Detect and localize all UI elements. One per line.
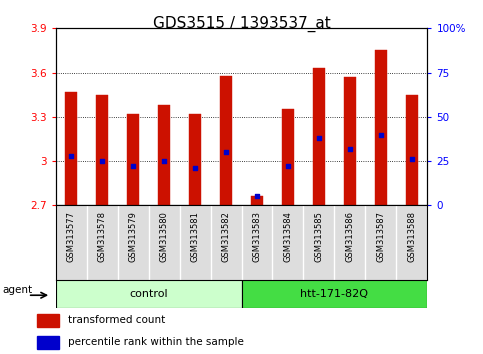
Text: transformed count: transformed count [68,315,165,325]
Point [222,149,230,155]
Text: GSM313584: GSM313584 [284,211,293,262]
Text: GSM313587: GSM313587 [376,211,385,262]
Text: percentile rank within the sample: percentile rank within the sample [68,337,243,348]
Text: GDS3515 / 1393537_at: GDS3515 / 1393537_at [153,16,330,32]
Text: GSM313583: GSM313583 [253,211,261,262]
Point [98,158,106,164]
Point [315,135,323,141]
Bar [313,68,325,205]
Text: control: control [129,289,168,299]
Text: GSM313579: GSM313579 [128,211,138,262]
Bar [242,280,427,308]
Text: GSM313588: GSM313588 [408,211,416,262]
Text: GSM313586: GSM313586 [345,211,355,262]
Text: GSM313577: GSM313577 [67,211,75,262]
Text: GSM313580: GSM313580 [159,211,169,262]
Bar [220,75,232,205]
Point [284,164,292,169]
Bar [56,280,242,308]
Point [377,132,385,137]
Text: GSM313578: GSM313578 [98,211,107,262]
Bar [189,114,201,205]
Bar [127,114,139,205]
Point [191,165,199,171]
Bar [158,105,170,205]
Bar [375,51,387,205]
Bar [344,77,356,205]
Point [160,158,168,164]
Text: htt-171-82Q: htt-171-82Q [300,289,369,299]
Text: GSM313585: GSM313585 [314,211,324,262]
Text: agent: agent [3,285,33,296]
Bar [37,314,59,327]
Text: GSM313581: GSM313581 [190,211,199,262]
Point [67,153,75,159]
Point [129,164,137,169]
Text: GSM313582: GSM313582 [222,211,230,262]
Bar [406,95,418,205]
Bar [96,95,108,205]
Point [408,156,416,162]
Bar [251,196,263,205]
Point [253,194,261,199]
Bar [282,109,294,205]
Bar [65,92,77,205]
Bar [37,336,59,349]
Point [346,146,354,152]
